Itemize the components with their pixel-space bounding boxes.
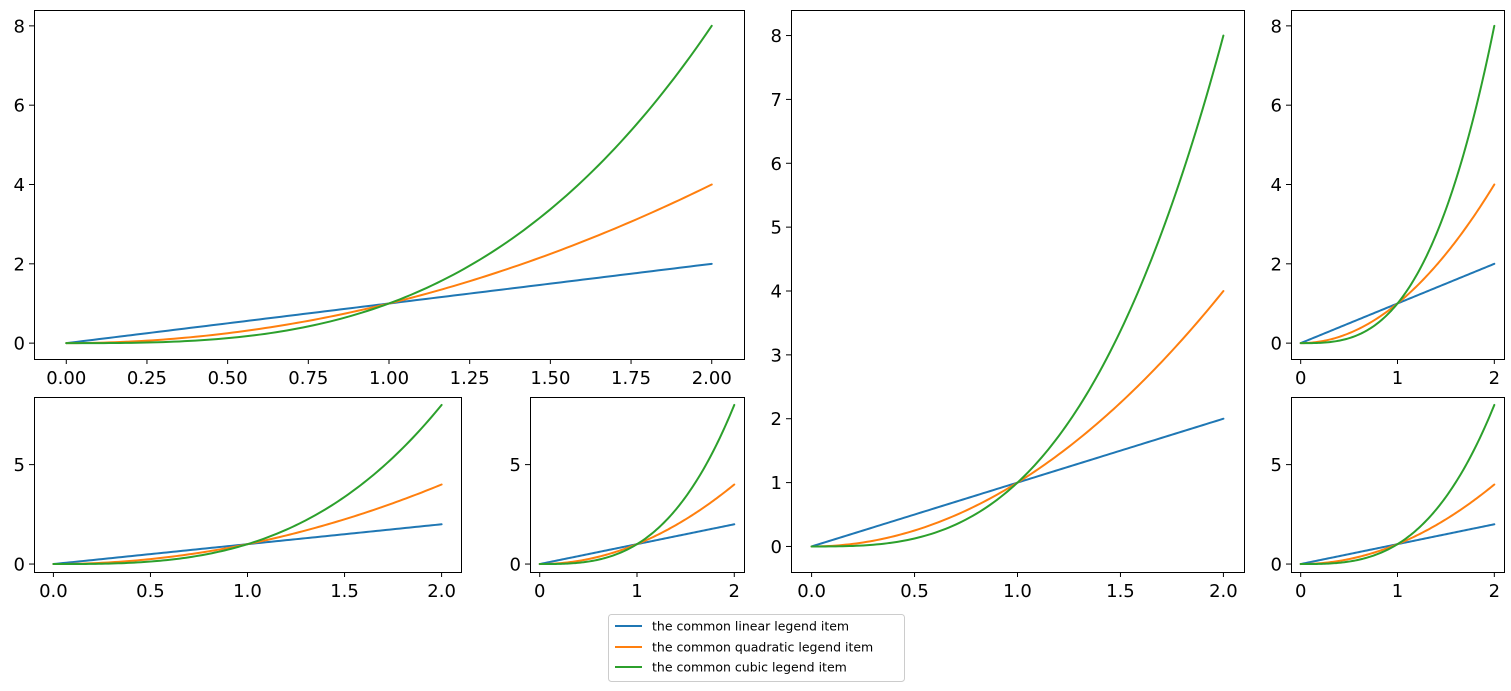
series-line-quadratic bbox=[1299, 483, 1496, 566]
x-tick-label: 0 bbox=[534, 581, 545, 602]
subplot-bottom-left-narrow: 0 1 2 0 5 bbox=[510, 397, 745, 602]
y-tick-label: 1 bbox=[771, 473, 782, 494]
y-tick-label: 0 bbox=[510, 555, 521, 576]
y-tick-label: 8 bbox=[1271, 16, 1282, 37]
x-tick-label: 0.5 bbox=[900, 581, 929, 602]
y-tick-label: 5 bbox=[14, 455, 25, 476]
x-tick-label: 0.0 bbox=[797, 581, 826, 602]
y-tick-label: 0 bbox=[1271, 334, 1282, 355]
y-tick-label: 2 bbox=[771, 409, 782, 430]
x-tick-label: 2 bbox=[1489, 368, 1500, 389]
y-tick-label: 4 bbox=[1271, 175, 1282, 196]
series-line-quadratic bbox=[810, 290, 1225, 548]
series-line-quadratic bbox=[1299, 183, 1496, 345]
series-line-cubic bbox=[1299, 403, 1496, 566]
legend-label-linear: the common linear legend item bbox=[652, 619, 849, 634]
series-line-quadratic bbox=[538, 483, 736, 566]
x-tick-label: 0.00 bbox=[46, 368, 86, 389]
y-tick-label: 7 bbox=[771, 90, 782, 111]
series-line-cubic bbox=[65, 24, 713, 345]
legend: the common linear legend item the common… bbox=[608, 614, 905, 682]
subplot-bottom-left-wide: 0.0 0.5 1.0 1.5 2.0 0 5 bbox=[14, 397, 462, 602]
subplot-center-tall: 0.0 0.5 1.0 1.5 2.0 0 1 2 3 4 5 6 7 8 bbox=[771, 10, 1245, 602]
y-tick-label: 2 bbox=[14, 254, 25, 275]
subplot-bottom-right: 0 1 2 0 5 bbox=[1271, 397, 1505, 602]
x-tick-label: 2.00 bbox=[692, 368, 732, 389]
axes-frame bbox=[1291, 10, 1505, 360]
y-tick-label: 6 bbox=[1271, 96, 1282, 117]
axes-frame bbox=[791, 10, 1245, 573]
x-tick-label: 1.0 bbox=[1003, 581, 1032, 602]
series-line-cubic bbox=[810, 34, 1225, 548]
y-tick-label: 6 bbox=[14, 96, 25, 117]
x-tick-label: 2 bbox=[729, 581, 740, 602]
y-tick-label: 0 bbox=[14, 555, 25, 576]
x-tick-label: 2 bbox=[1489, 581, 1500, 602]
series-line-quadratic bbox=[65, 183, 713, 345]
y-tick-label: 2 bbox=[1271, 254, 1282, 275]
x-tick-label: 2.0 bbox=[1209, 581, 1238, 602]
x-tick-label: 0 bbox=[1295, 368, 1306, 389]
series-line-cubic bbox=[538, 403, 736, 566]
axes-frame bbox=[34, 397, 462, 573]
axes-frame bbox=[1291, 397, 1505, 573]
y-tick-label: 8 bbox=[14, 16, 25, 37]
x-tick-label: 1.25 bbox=[450, 368, 490, 389]
x-tick-label: 0.25 bbox=[127, 368, 167, 389]
axes-frame bbox=[34, 10, 745, 360]
series-line-cubic bbox=[1299, 24, 1496, 345]
subplots: 0.00 0.25 0.50 0.75 1.00 1.25 1.50 1.75 2.000246… bbox=[14, 10, 1505, 602]
y-tick-label: 3 bbox=[771, 345, 782, 366]
x-tick-label: 0.0 bbox=[39, 581, 68, 602]
x-tick-label: 1 bbox=[1392, 581, 1403, 602]
x-tick-label: 0.50 bbox=[208, 368, 248, 389]
legend-label-quadratic: the common quadratic legend item bbox=[652, 640, 873, 655]
x-tick-label: 1.00 bbox=[369, 368, 409, 389]
legend-frame bbox=[608, 614, 905, 682]
x-tick-label: 1 bbox=[1392, 368, 1403, 389]
y-tick-label: 0 bbox=[1271, 555, 1282, 576]
subplot-top-right: 0 1 2 0 2 4 6 8 bbox=[1271, 10, 1505, 389]
y-tick-label: 5 bbox=[510, 455, 521, 476]
series-line-cubic bbox=[52, 403, 443, 566]
y-tick-label: 4 bbox=[771, 282, 782, 303]
x-tick-label: 1.50 bbox=[530, 368, 570, 389]
y-tick-label: 0 bbox=[14, 334, 25, 355]
x-tick-label: 0.5 bbox=[136, 581, 165, 602]
x-tick-label: 1.0 bbox=[233, 581, 262, 602]
axes-frame bbox=[530, 397, 745, 573]
x-tick-label: 0.75 bbox=[288, 368, 328, 389]
y-tick-label: 5 bbox=[771, 218, 782, 239]
y-tick-label: 5 bbox=[1271, 455, 1282, 476]
y-tick-label: 6 bbox=[771, 154, 782, 175]
y-tick-label: 4 bbox=[14, 175, 25, 196]
y-tick-label: 0 bbox=[771, 537, 782, 558]
legend-label-cubic: the common cubic legend item bbox=[652, 660, 847, 675]
x-tick-label: 1.5 bbox=[1106, 581, 1135, 602]
x-tick-label: 1 bbox=[631, 581, 642, 602]
series-line-quadratic bbox=[52, 483, 443, 566]
x-tick-label: 1.5 bbox=[330, 581, 359, 602]
x-tick-label: 0 bbox=[1295, 581, 1306, 602]
subplot-top-left: 0.00 0.25 0.50 0.75 1.00 1.25 1.50 1.75 2.00 0 2 4 6… bbox=[14, 10, 745, 389]
x-tick-label: 2.0 bbox=[427, 581, 456, 602]
x-tick-label: 1.75 bbox=[611, 368, 651, 389]
y-tick-label: 8 bbox=[771, 26, 782, 47]
